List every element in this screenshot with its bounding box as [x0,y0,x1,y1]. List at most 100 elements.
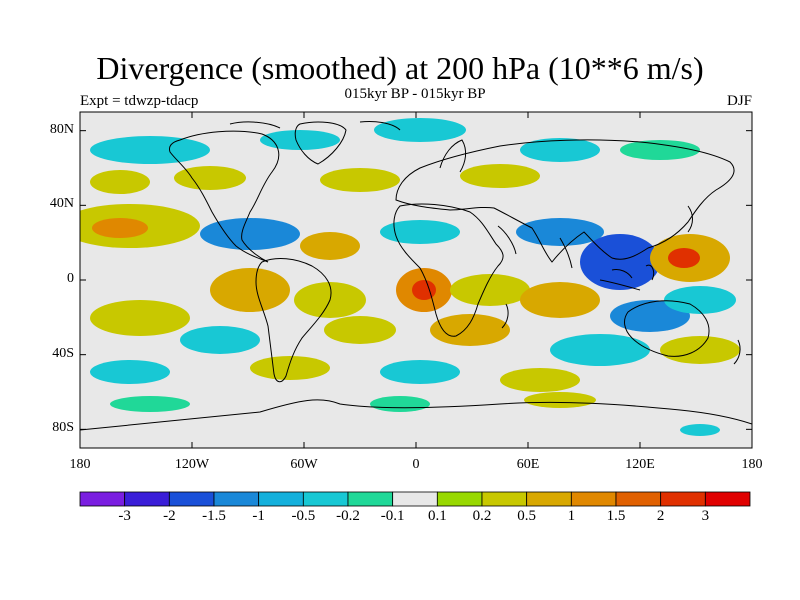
coast-arctic-islands [229,121,401,131]
colorbar-label: -0.5 [291,508,316,524]
colorbar-swatch [168,491,215,507]
colorbar-swatch [124,491,170,507]
colorbar-swatch [392,491,438,507]
coast-arabia [497,225,517,255]
field-blob-light_neg [380,360,460,384]
field-blob-mid_pos [520,282,600,318]
colorbar-swatch [660,491,706,507]
colorbar-swatch [213,491,260,507]
lon-label: 0 [412,457,420,472]
field-blob-very_pos [412,280,436,300]
colorbar-label: 1 [567,508,576,524]
colorbar-swatch [436,491,483,507]
colorbar-label: -0.1 [380,508,405,524]
lat-label: 0 [67,271,74,286]
field-blob-pos [660,336,740,364]
colorbar-label: 0.2 [472,508,492,524]
field-blob-weak_neg [620,140,700,160]
axis-ticks [79,112,753,448]
field-blob-weak_neg [110,396,190,412]
colorbar-swatch [570,491,617,507]
field-blob-light_neg [374,118,466,142]
colorbar-label: -2 [163,508,176,524]
lon-label: 120W [174,457,210,472]
colorbar-swatch [79,491,126,507]
coast-south-america [255,258,332,383]
field-blob-light_neg [260,130,340,150]
field-blob-weak_neg [370,396,430,412]
field-blob-pos [320,168,400,192]
field-blob-light_neg [180,326,260,354]
field-blob-very_pos [668,248,700,268]
coast-india [559,237,573,269]
coast-africa [393,203,504,337]
coast-indonesia [599,264,655,291]
lat-label: 80S [52,420,74,436]
colorbar-label: 3 [701,508,710,524]
coast-madagascar [501,303,509,329]
coast-antarctica [80,399,752,431]
map-title: Divergence (smoothed) at 200 hPa (10**6 … [96,50,704,86]
coast-japan [687,205,693,233]
colorbar [79,491,751,507]
colorbar-label: -3 [118,508,131,524]
field-blob-mid_pos [430,314,510,346]
field-blob-pos [450,274,530,306]
field-blob-mid_pos [300,232,360,260]
field-blob-light_neg [664,286,736,314]
colorbar-label: 0.1 [427,508,447,524]
field-blob-light_neg [380,220,460,244]
coast-eurasia [395,139,735,263]
colorbar-swatch [302,491,349,507]
colorbar-label: -1 [252,508,265,524]
field-blob-light_neg [90,136,210,164]
field-blob-pos [174,166,246,190]
field-blob-light_neg [520,138,600,162]
colorbar-label: 0.5 [517,508,537,524]
field-blob-pos [524,392,596,408]
lat-label: 40N [49,196,74,212]
coast-greenland [294,121,347,165]
field-blob-pos [90,300,190,336]
divergence-blobs [80,118,740,436]
coast-north-america [169,130,280,263]
lon-label: 180 [741,457,763,472]
field-blob-mid_pos [210,268,290,312]
field-blob-neg [200,218,300,250]
colorbar-swatch [347,491,394,507]
lon-label: 60E [516,457,540,472]
field-blob-pos [500,368,580,392]
field-blob-light_neg [550,334,650,366]
field-blob-light_neg [90,360,170,384]
field-blob-strong_neg [580,234,660,290]
field-blob-pos [250,356,330,380]
lon-label: 120E [625,457,655,472]
field-blob-pos [460,164,540,188]
lon-label: 60W [290,457,318,472]
field-blob-strong_pos [92,218,148,238]
colorbar-swatch [481,491,528,507]
field-blob-pos [324,316,396,344]
coast-scandinavia [439,139,467,173]
map-subtitle: 015kyr BP - 015kyr BP [344,86,486,102]
field-layer [80,112,752,448]
coast-new-zealand [733,339,741,365]
colorbar-swatch [704,491,751,507]
lat-label: 80N [49,121,74,137]
season-label: DJF [726,93,752,109]
field-blob-neg [610,300,690,332]
colorbar-swatch [526,491,572,507]
colorbar-label: 1.5 [606,508,626,524]
field-blob-pos [90,170,150,194]
colorbar-label: -0.2 [336,508,360,524]
lat-label: 40S [52,345,74,361]
lon-label: 180 [69,457,91,472]
colorbar-swatch [258,491,304,507]
colorbar-swatch [615,491,662,507]
experiment-label: Expt = tdwzp-tdacp [80,93,199,109]
coast-australia [624,300,710,357]
field-blob-neg [516,218,604,246]
colorbar-label: -1.5 [202,508,226,524]
field-blob-light_neg [680,424,720,436]
